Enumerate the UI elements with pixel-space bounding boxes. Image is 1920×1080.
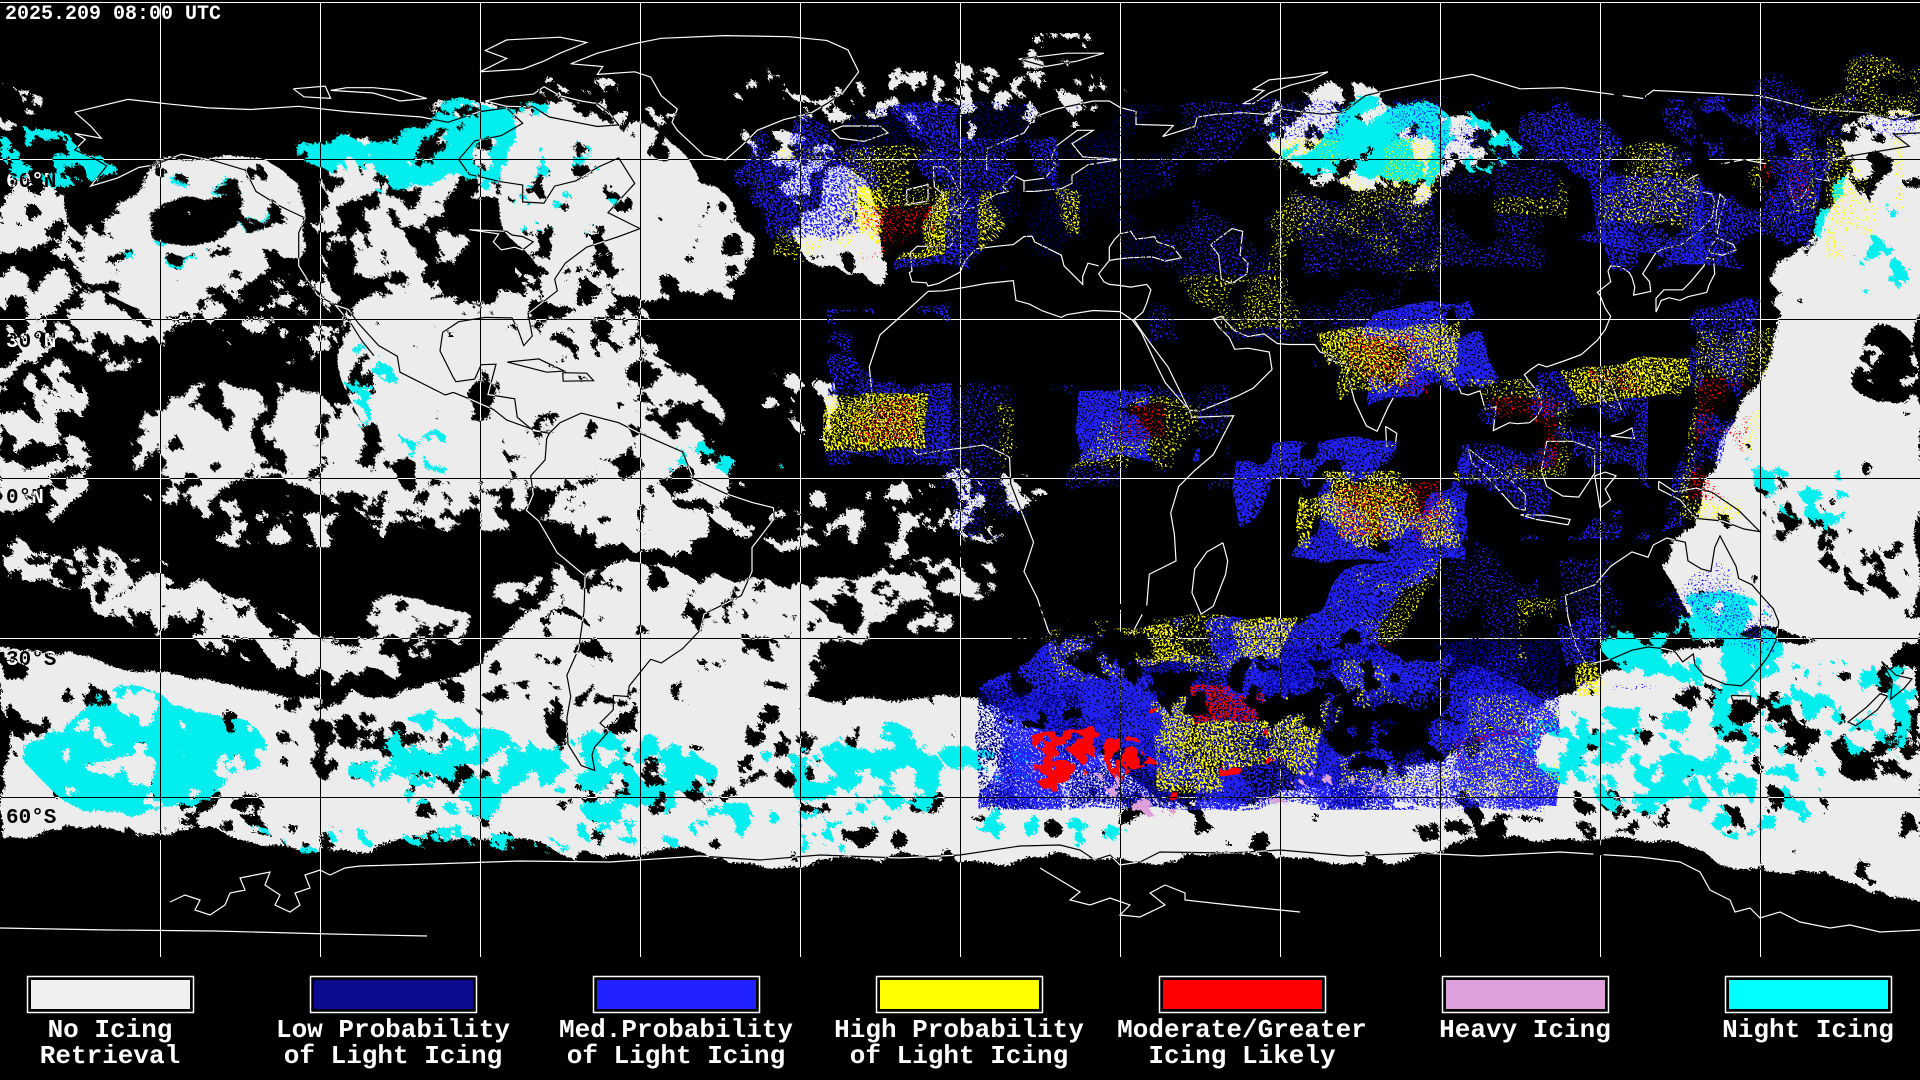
svg-text:0°N: 0°N — [6, 487, 44, 510]
svg-text:Night Icing: Night Icing — [1722, 1015, 1894, 1045]
svg-text:60°N: 60°N — [6, 171, 56, 194]
svg-text:0°N: 0°N — [6, 487, 44, 510]
svg-text:30°S: 30°S — [6, 649, 56, 672]
svg-text:2025.209 08:00 UTC: 2025.209 08:00 UTC — [5, 3, 221, 26]
svg-text:60°S: 60°S — [6, 807, 56, 830]
svg-text:Med.Probability: Med.Probability — [559, 1015, 793, 1045]
svg-text:of Light Icing: of Light Icing — [567, 1041, 785, 1071]
svg-text:30°S: 30°S — [6, 649, 56, 672]
svg-text:60°N: 60°N — [6, 171, 56, 194]
svg-text:60°S: 60°S — [6, 807, 56, 830]
svg-text:Icing Likely: Icing Likely — [1148, 1041, 1336, 1071]
svg-text:Low Probability: Low Probability — [276, 1015, 510, 1045]
svg-text:High Probability: High Probability — [834, 1015, 1084, 1045]
svg-text:of Light Icing: of Light Icing — [284, 1041, 502, 1071]
svg-text:30°N: 30°N — [6, 331, 56, 354]
svg-text:No Icing: No Icing — [48, 1015, 173, 1045]
svg-text:30°N: 30°N — [6, 331, 56, 354]
svg-text:Heavy Icing: Heavy Icing — [1439, 1015, 1611, 1045]
svg-text:of Light Icing: of Light Icing — [850, 1041, 1068, 1071]
svg-text:Moderate/Greater: Moderate/Greater — [1117, 1015, 1367, 1045]
svg-text:Retrieval: Retrieval — [40, 1041, 180, 1071]
